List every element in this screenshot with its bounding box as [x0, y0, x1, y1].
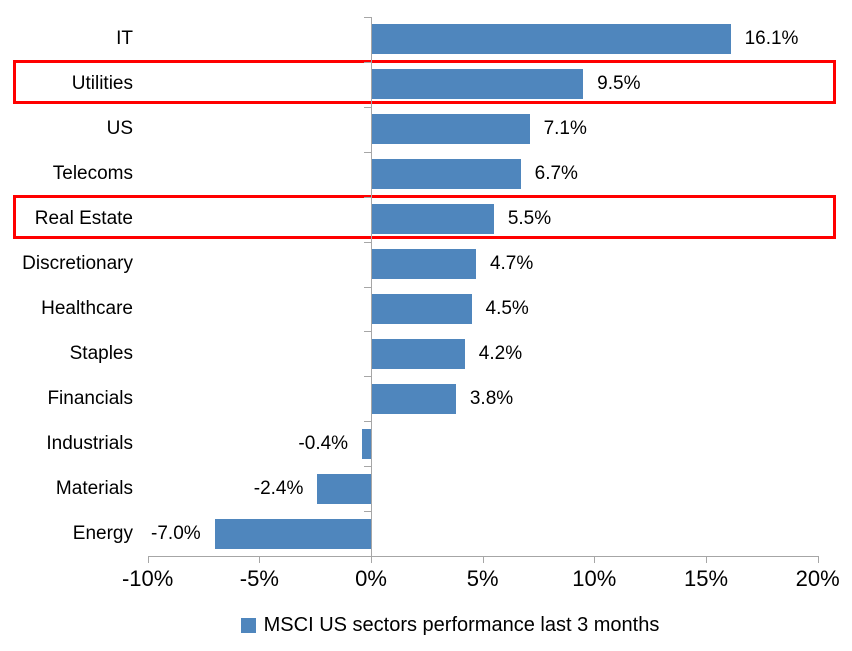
x-tick: [259, 556, 261, 563]
y-tick: [364, 151, 371, 153]
y-tick: [364, 241, 371, 243]
x-tick-label: -10%: [121, 566, 174, 591]
x-tick: [147, 556, 149, 563]
x-tick-label: 15%: [683, 566, 729, 591]
category-label: Utilities: [71, 73, 133, 95]
bar-real-estate: [371, 204, 494, 235]
category-label: Real Estate: [34, 208, 133, 230]
category-label: Staples: [69, 342, 133, 364]
bar-financials: [371, 383, 456, 414]
category-label: Telecoms: [52, 163, 133, 185]
legend-marker-square: [240, 617, 256, 633]
bar-healthcare: [371, 293, 472, 324]
value-label: 7.1%: [543, 118, 587, 140]
bar-materials: [317, 473, 371, 504]
y-tick: [364, 331, 371, 333]
highlight-box-utilities: [13, 60, 836, 105]
y-tick: [364, 376, 371, 378]
x-tick-label: 5%: [466, 566, 499, 591]
category-label: US: [106, 118, 133, 140]
bar-energy: [214, 518, 371, 549]
bar-us: [371, 114, 530, 145]
value-label: 4.5%: [485, 297, 529, 319]
bar-it: [371, 24, 731, 55]
x-tick: [594, 556, 596, 563]
x-tick: [706, 556, 707, 563]
y-tick: [364, 511, 371, 513]
y-tick: [364, 61, 371, 63]
y-axis-line: [371, 17, 372, 557]
x-tick-label: -5%: [239, 566, 279, 591]
legend: MSCI US sectors performance last 3 month…: [24, 613, 852, 637]
y-tick: [364, 556, 371, 557]
value-label: -7.0%: [151, 522, 201, 544]
value-label: 9.5%: [597, 73, 641, 95]
category-label: Healthcare: [41, 297, 133, 319]
value-label: -2.4%: [253, 477, 304, 499]
x-tick-label: 20%: [795, 566, 840, 591]
x-tick-label: 0%: [355, 566, 387, 591]
y-tick: [364, 196, 371, 198]
x-tick: [817, 556, 819, 563]
y-tick: [364, 17, 371, 18]
category-label: Discretionary: [22, 253, 133, 275]
y-tick: [364, 466, 371, 468]
y-tick: [364, 421, 371, 423]
highlight-box-real-estate: [13, 195, 836, 240]
bar-industrials: [362, 428, 371, 459]
y-tick: [364, 286, 371, 288]
value-label: 4.7%: [489, 253, 534, 275]
category-label: Energy: [72, 522, 133, 544]
category-label: IT: [116, 28, 133, 50]
value-label: 6.7%: [534, 163, 578, 185]
value-label: 3.8%: [469, 387, 514, 409]
x-tick: [371, 556, 372, 563]
y-tick: [364, 106, 371, 108]
category-label: Financials: [47, 387, 133, 409]
category-label: Industrials: [46, 432, 133, 454]
category-label: Materials: [55, 477, 133, 499]
value-label: 4.2%: [478, 342, 523, 364]
value-label: -0.4%: [298, 432, 349, 454]
bar-discretionary: [371, 249, 476, 280]
bar-telecoms: [371, 159, 521, 190]
value-label: 5.5%: [507, 208, 552, 230]
x-tick-label: 10%: [572, 566, 617, 591]
value-label: 16.1%: [744, 28, 799, 50]
legend-label: MSCI US sectors performance last 3 month…: [263, 614, 660, 636]
bar-staples: [371, 338, 465, 369]
x-tick: [482, 556, 484, 563]
bar-utilities: [371, 69, 584, 100]
